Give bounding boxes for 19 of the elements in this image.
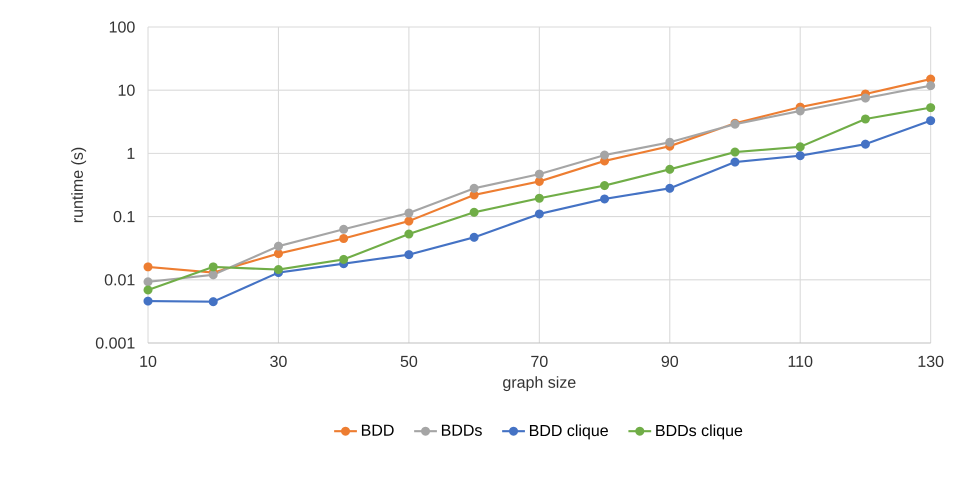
x-tick-label: 50 <box>400 356 418 368</box>
y-tick-label: 0.01 <box>104 274 135 286</box>
y-tick-label: 10 <box>118 84 135 96</box>
y-tick-label: 0.001 <box>96 337 135 349</box>
x-tick-label: 130 <box>918 356 944 368</box>
legend-label: BDD clique <box>530 424 608 440</box>
x-tick-label: 30 <box>270 356 287 368</box>
x-tick-label: 10 <box>140 356 156 368</box>
x-tick-label: 110 <box>788 356 812 368</box>
y-tick-label: 100 <box>110 21 135 33</box>
x-tick-label: 70 <box>531 356 548 368</box>
x-tick-label: 90 <box>662 356 678 368</box>
legend-label: BDD <box>362 424 394 436</box>
y-axis-title: runtime (s) <box>71 148 86 222</box>
y-tick-label: 1 <box>128 148 135 159</box>
legend-label: BDDs <box>442 424 482 436</box>
y-tick-label: 0.1 <box>114 210 135 222</box>
x-axis-title: graph size <box>503 376 576 392</box>
legend-label: BDDs clique <box>656 424 742 440</box>
